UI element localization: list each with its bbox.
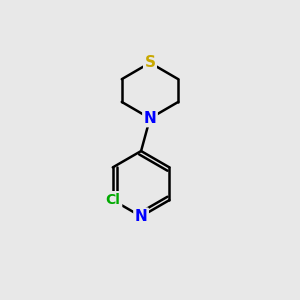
Text: S: S <box>145 55 155 70</box>
Text: Cl: Cl <box>105 193 120 207</box>
Text: N: N <box>144 111 156 126</box>
Text: N: N <box>135 209 148 224</box>
